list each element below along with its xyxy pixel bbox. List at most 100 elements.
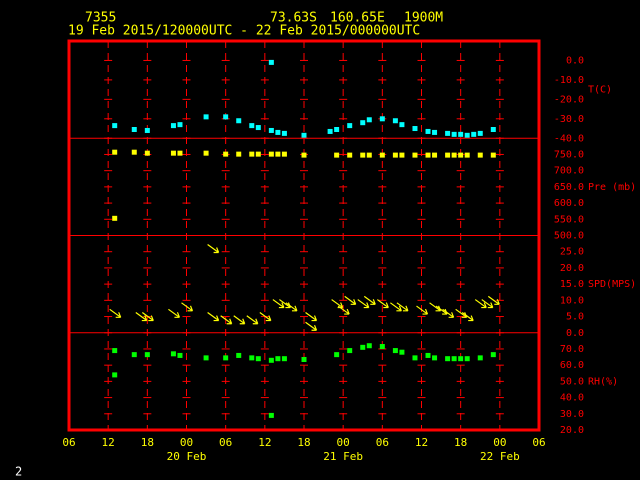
data-point: [458, 356, 464, 362]
data-point: [464, 132, 470, 138]
data-point: [477, 355, 483, 361]
y-tick-label: 40.0: [560, 393, 584, 404]
data-point: [249, 151, 255, 157]
data-point: [432, 355, 438, 361]
data-point: [451, 152, 457, 158]
period: 19 Feb 2015/120000UTC - 22 Feb 2015/0000…: [68, 24, 420, 39]
data-point: [223, 355, 229, 361]
data-point: [490, 126, 496, 132]
wind-arrow: [474, 299, 487, 309]
data-point: [281, 356, 287, 362]
wind-arrow: [416, 305, 429, 315]
wind-arrow: [285, 302, 298, 312]
data-point: [255, 151, 261, 157]
date-label: 21 Feb: [323, 450, 363, 463]
data-point: [223, 114, 229, 120]
x-tick-label: 06: [376, 436, 389, 449]
data-point: [451, 131, 457, 137]
data-point: [275, 356, 281, 362]
x-tick-label: 06: [219, 436, 232, 449]
longitude: 160.65E: [330, 11, 385, 26]
wind-arrow: [305, 312, 318, 322]
date-label: 22 Feb: [480, 450, 520, 463]
data-point: [249, 123, 255, 129]
wind-arrow: [259, 312, 272, 322]
elevation: 1900M: [404, 11, 443, 26]
data-point: [301, 356, 307, 362]
x-tick-label: 12: [102, 436, 115, 449]
y-tick-label: -10.0: [554, 75, 584, 86]
date-label: 20 Feb: [167, 450, 207, 463]
data-point: [334, 126, 340, 132]
data-point: [366, 117, 372, 123]
data-point: [445, 130, 451, 136]
y-tick-label: -40.0: [554, 133, 584, 144]
y-tick-label: 20.0: [560, 425, 584, 436]
y-tick-label: 70.0: [560, 344, 584, 355]
data-point: [177, 352, 183, 358]
data-point: [379, 116, 385, 122]
y-tick-label: 500.0: [554, 231, 584, 242]
data-point: [112, 149, 118, 155]
x-tick-label: 00: [337, 436, 350, 449]
data-point: [490, 352, 496, 358]
y-tick-label: 60.0: [560, 360, 584, 371]
y-tick-label: 10.0: [560, 295, 584, 306]
data-point: [458, 131, 464, 137]
data-point: [255, 356, 261, 362]
data-point: [268, 151, 274, 157]
data-point: [379, 344, 385, 350]
data-point: [432, 152, 438, 158]
data-point: [392, 348, 398, 354]
data-point: [445, 356, 451, 362]
data-point: [268, 59, 274, 65]
wind-arrow: [442, 308, 455, 318]
data-point: [203, 355, 209, 361]
y-tick-label: 750.0: [554, 149, 584, 160]
data-point: [425, 352, 431, 358]
wind-arrow: [396, 302, 409, 312]
data-point: [432, 129, 438, 135]
data-point: [477, 152, 483, 158]
data-point: [366, 343, 372, 349]
data-point: [360, 152, 366, 158]
data-point: [203, 150, 209, 156]
data-point: [412, 126, 418, 132]
wind-arrow: [220, 315, 233, 325]
x-tick-label: 18: [297, 436, 310, 449]
data-point: [281, 130, 287, 136]
data-point: [275, 151, 281, 157]
data-point: [425, 152, 431, 158]
wind-arrow: [461, 312, 474, 322]
y-axis-label: Pre (mb): [588, 182, 636, 193]
data-point: [412, 152, 418, 158]
data-point: [451, 356, 457, 362]
data-point: [112, 215, 118, 221]
wind-arrow: [305, 321, 318, 331]
y-tick-label: 25.0: [560, 247, 584, 258]
data-point: [144, 352, 150, 358]
wind-arrow: [181, 302, 194, 312]
data-point: [170, 150, 176, 156]
wind-arrow: [390, 302, 402, 312]
data-point: [112, 372, 118, 378]
data-point: [177, 150, 183, 156]
data-point: [366, 152, 372, 158]
y-tick-label: -20.0: [554, 94, 584, 105]
data-point: [334, 352, 340, 358]
data-point: [236, 118, 242, 124]
y-axis-label: T(C): [588, 85, 612, 96]
data-point: [112, 348, 118, 354]
data-point: [203, 114, 209, 120]
data-point: [347, 123, 353, 129]
data-point: [445, 152, 451, 158]
data-point: [177, 122, 183, 128]
y-tick-label: 50.0: [560, 376, 584, 387]
data-point: [392, 118, 398, 124]
wind-arrow: [109, 308, 122, 318]
wind-arrow: [272, 299, 285, 309]
data-point: [477, 130, 483, 136]
data-point: [334, 152, 340, 158]
